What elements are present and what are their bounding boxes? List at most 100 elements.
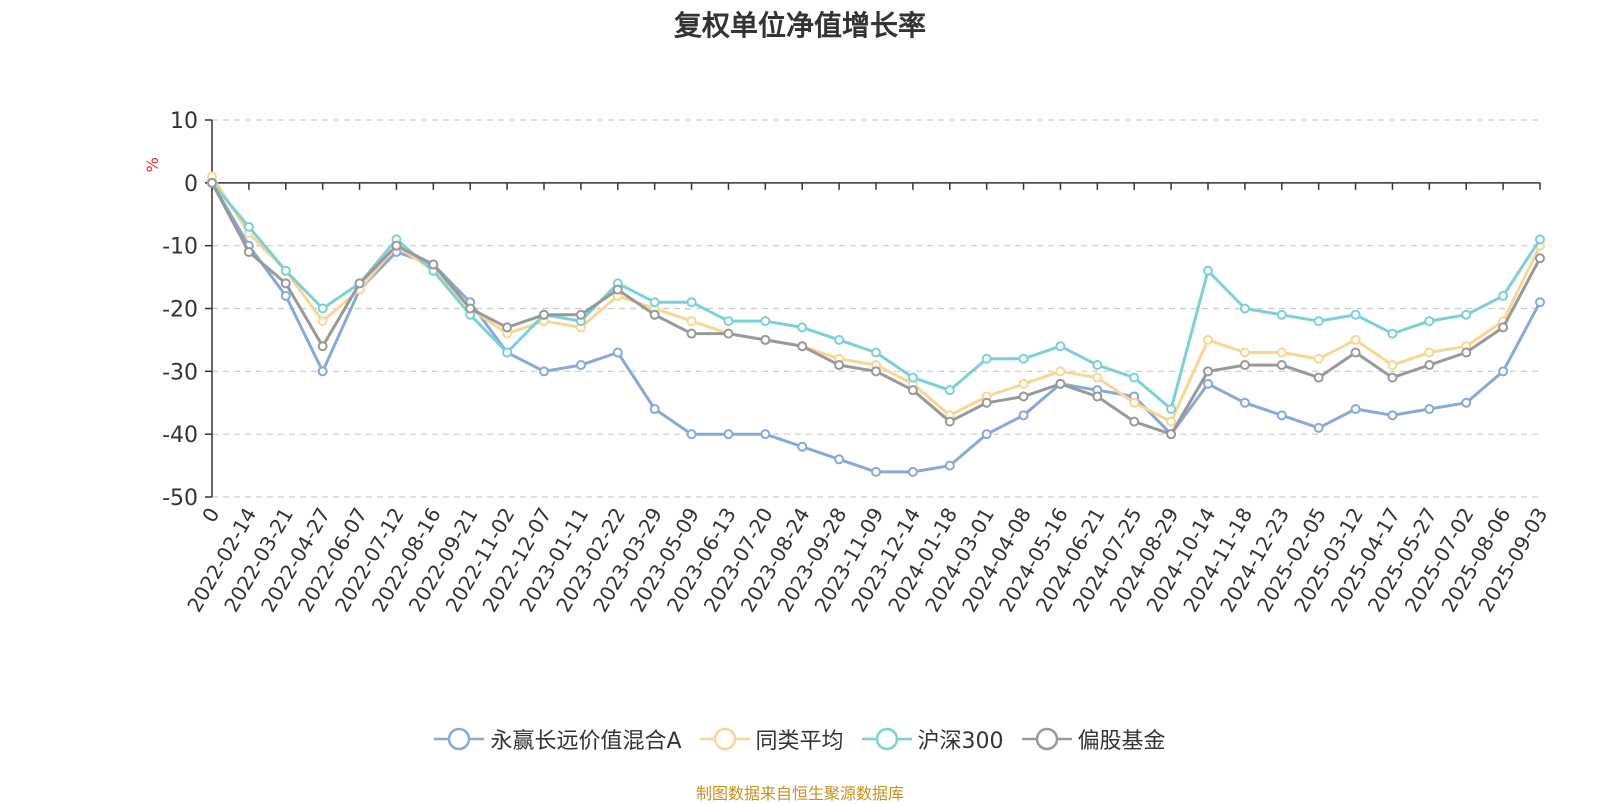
data-point (1166, 429, 1177, 440)
data-point (944, 385, 955, 396)
data-point (1092, 372, 1103, 383)
chart-title: 复权单位净值增长率 (673, 9, 926, 42)
legend-item[interactable]: 同类平均 (699, 723, 844, 755)
data-point (1203, 378, 1213, 389)
data-point (1350, 347, 1361, 358)
data-point (871, 366, 881, 377)
data-point (1461, 309, 1472, 320)
legend-label: 同类平均 (755, 729, 844, 754)
y-axis-label: % (143, 157, 162, 172)
data-point (1350, 309, 1361, 320)
data-point (354, 278, 365, 289)
data-point (243, 246, 254, 257)
data-point (834, 334, 845, 345)
data-point (1239, 397, 1250, 408)
data-point (1498, 366, 1509, 377)
data-point (1276, 360, 1287, 371)
grid-lines (212, 119, 1540, 498)
y-tick-label: 10 (170, 109, 198, 134)
data-point (1239, 303, 1250, 314)
data-point (1387, 328, 1398, 339)
data-point (981, 353, 992, 364)
data-point (649, 309, 660, 320)
data-point (723, 429, 734, 440)
data-point (1239, 360, 1250, 371)
legend-line-circle-icon (699, 727, 750, 751)
data-point (1424, 316, 1435, 327)
data-point (723, 316, 734, 327)
legend-label: 偏股基金 (1077, 729, 1166, 754)
data-point (907, 372, 918, 383)
data-point (1461, 347, 1472, 358)
y-tick-label: -10 (162, 235, 198, 260)
y-tick-label: -50 (162, 486, 198, 511)
x-tick-label: 0 (197, 504, 224, 527)
legend-item[interactable]: 沪深300 (861, 723, 1004, 755)
data-point (834, 454, 845, 465)
data-point (1166, 416, 1177, 427)
data-point (760, 316, 771, 327)
data-point (981, 429, 992, 440)
data-point (834, 360, 845, 371)
data-point (871, 347, 881, 358)
data-point (907, 466, 918, 477)
legend-swatch-circle (875, 727, 898, 751)
source-note: 制图数据来自恒生聚源数据库 (695, 784, 904, 803)
data-point (612, 347, 623, 358)
data-point (760, 334, 771, 345)
data-point (317, 341, 328, 352)
data-point (1350, 334, 1361, 345)
data-point (1535, 234, 1545, 245)
legend-label: 永赢长远价值混合A (490, 729, 682, 754)
data-point (391, 240, 402, 251)
data-point (686, 316, 697, 327)
data-point (1018, 378, 1029, 389)
data-point (1313, 353, 1324, 364)
legend-item[interactable]: 偏股基金 (1021, 723, 1166, 755)
data-point (649, 404, 660, 415)
data-point (1276, 410, 1287, 421)
series-line-1 (210, 175, 1542, 424)
data-point (1239, 347, 1250, 358)
data-point (981, 397, 992, 408)
data-point (280, 290, 291, 301)
legend-item[interactable]: 永赢长远价值混合A (434, 723, 682, 755)
data-point (1129, 397, 1140, 408)
data-point (686, 328, 697, 339)
data-point (1387, 372, 1398, 383)
data-point (612, 284, 623, 295)
data-point (686, 297, 697, 308)
data-point (1018, 410, 1029, 421)
legend-swatch-circle (1035, 727, 1058, 751)
data-point (1055, 378, 1066, 389)
data-point (243, 221, 254, 232)
data-point (797, 441, 808, 452)
legend-swatch-circle (713, 727, 736, 751)
data-point (944, 416, 955, 427)
data-point (1313, 422, 1324, 433)
data-point (575, 360, 586, 371)
data-point (1129, 416, 1140, 427)
data-point (1092, 360, 1103, 371)
legend-line-circle-icon (861, 727, 912, 751)
data-point (1203, 366, 1213, 377)
legend-label: 沪深300 (917, 729, 1004, 754)
data-point (871, 466, 881, 477)
data-point (1535, 297, 1545, 308)
data-point (1092, 391, 1103, 402)
data-point (1313, 372, 1324, 383)
data-point (1018, 353, 1029, 364)
data-point (1203, 265, 1213, 276)
data-point (1350, 404, 1361, 415)
y-tick-label: -30 (162, 360, 198, 385)
data-point (1018, 391, 1029, 402)
data-point (686, 429, 697, 440)
data-point (1461, 397, 1472, 408)
data-point (1387, 410, 1398, 421)
data-point (317, 303, 328, 314)
data-point (760, 429, 771, 440)
legend-line-circle-icon (434, 727, 485, 751)
data-point (428, 259, 439, 270)
data-point (944, 460, 955, 471)
